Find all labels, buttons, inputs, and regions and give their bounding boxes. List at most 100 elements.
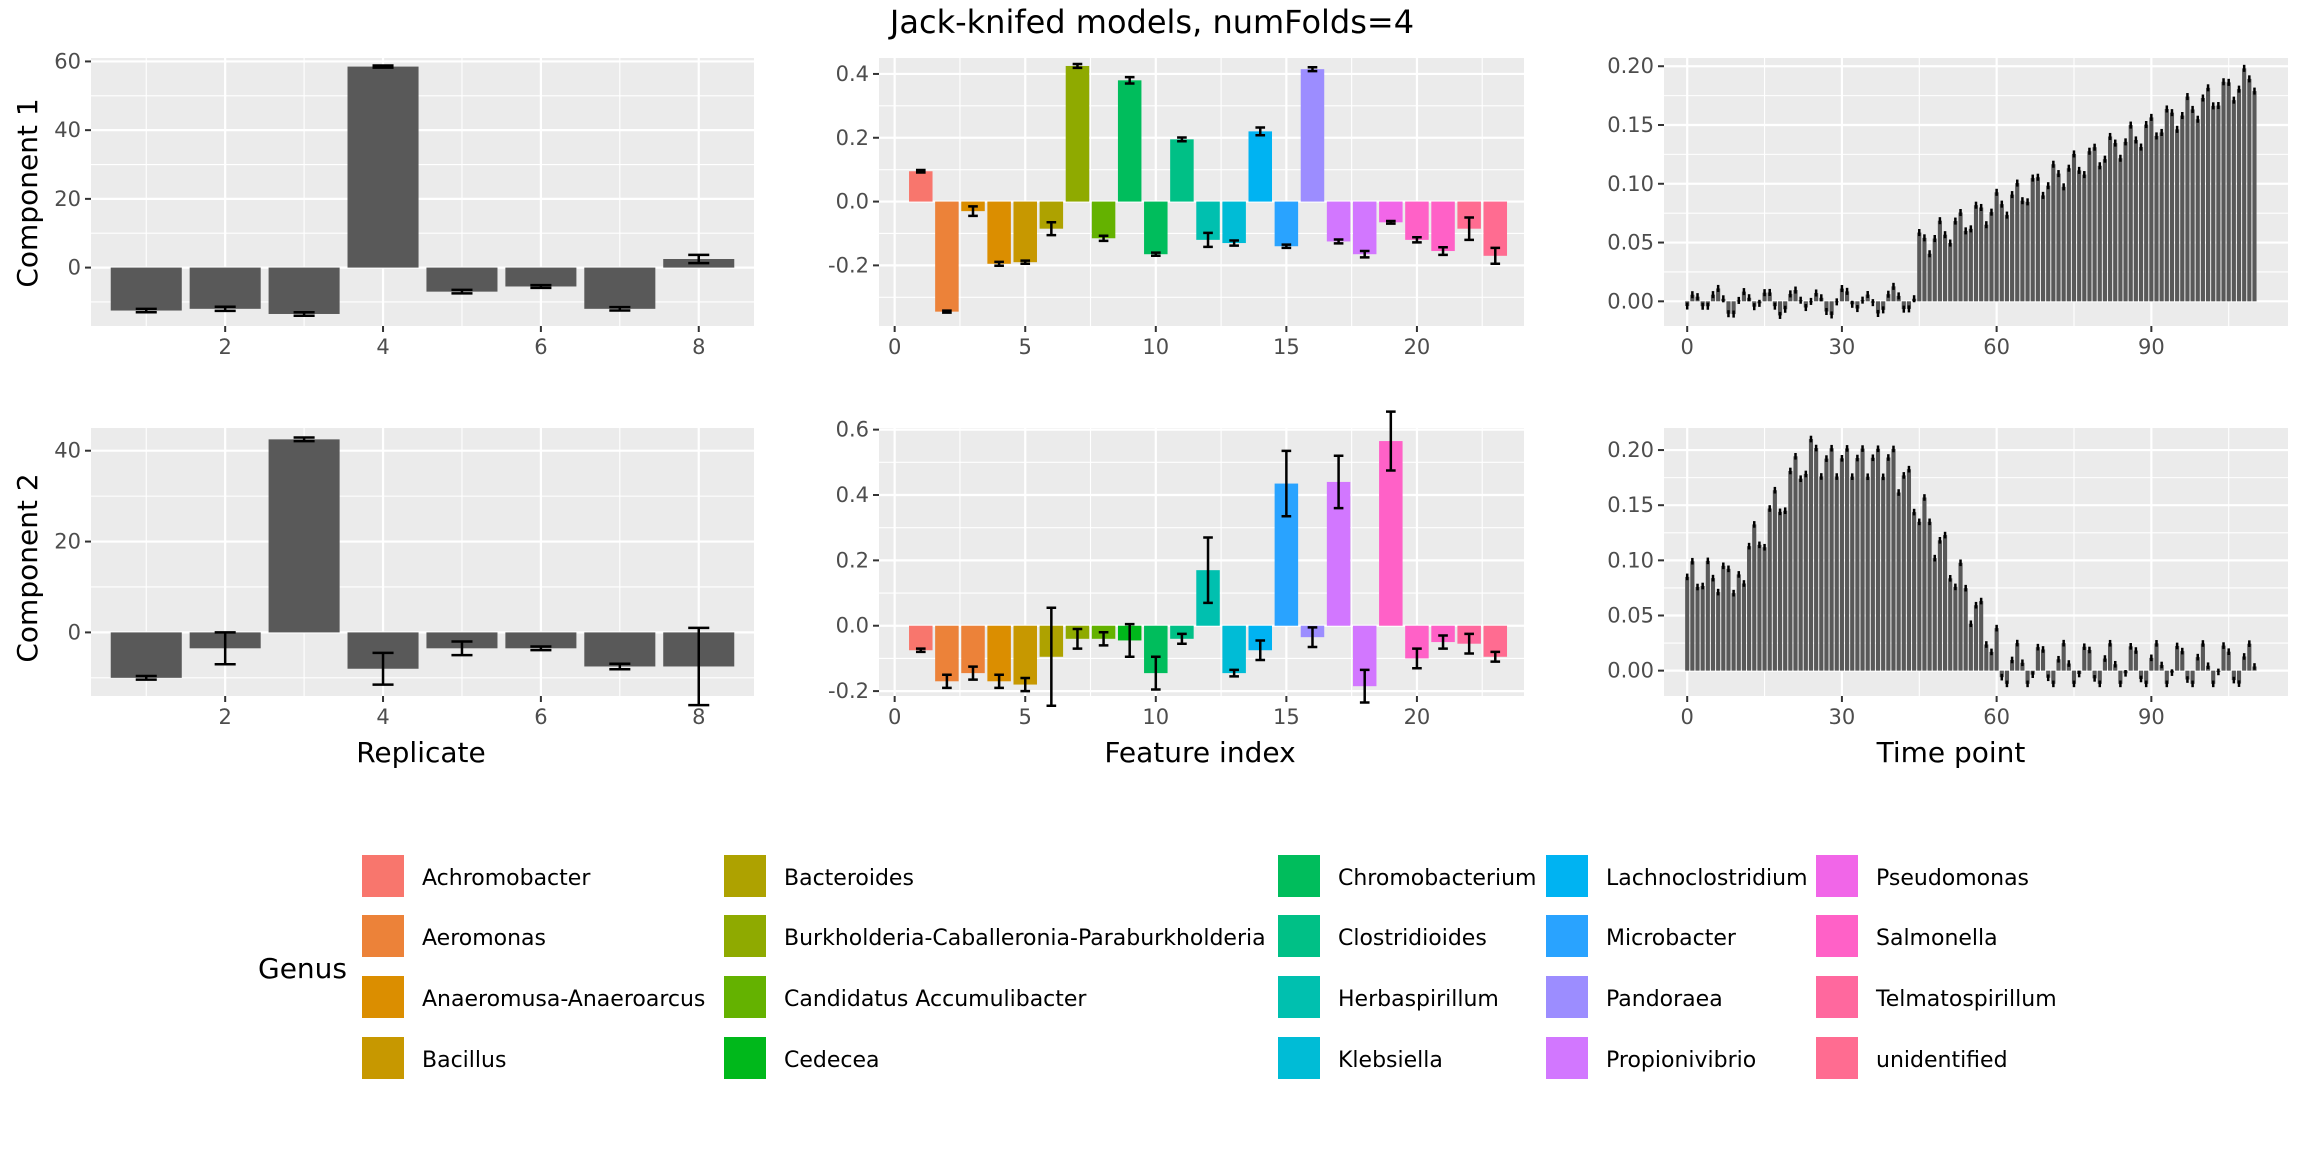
bar (1845, 448, 1850, 671)
bar (1793, 290, 1798, 302)
bar (584, 267, 656, 309)
x-tick-label: 60 (1983, 335, 2010, 359)
bar (1901, 475, 1906, 671)
legend-label: Clostridioides (1338, 926, 1487, 951)
bar (2087, 151, 2092, 302)
bar (1731, 301, 1736, 315)
legend-items: Achromobacter Aeromonas Anaeromusa-Anaeroa… (362, 855, 2057, 1079)
bar (2040, 195, 2046, 302)
panel-5: 0 5 10 15 20 -0.2 0.0 0.2 0.4 0.6 (828, 410, 1524, 729)
error-bar (915, 168, 926, 174)
bar (1850, 476, 1855, 671)
bar (2046, 185, 2051, 302)
bar (1855, 458, 1860, 671)
legend-key (362, 1037, 404, 1079)
bar (1274, 201, 1299, 247)
legend-item: Chromobacterium (1278, 855, 1536, 897)
bar (987, 201, 1011, 264)
y-title-row2: Component 2 (11, 473, 44, 662)
bar (1690, 561, 1695, 671)
legend-key (1816, 855, 1858, 897)
bar (1762, 292, 1767, 302)
bar (2004, 670, 2010, 684)
y-tick-label: 0.00 (1607, 659, 1654, 683)
bar (1865, 476, 1870, 671)
legend-item: Microbacter (1546, 915, 1737, 957)
bar (2144, 670, 2149, 684)
y-tick-label: 0.15 (1607, 113, 1654, 137)
legend-item: Aeromonas (362, 915, 546, 957)
bar (505, 267, 577, 287)
y-tick-label: 0.10 (1607, 548, 1654, 572)
bar (1326, 481, 1351, 626)
panel-6: 0 30 60 90 0.00 0.05 0.10 0.15 0.20 (1607, 428, 2288, 729)
legend-label: Cedecea (784, 1048, 880, 1073)
bar (2025, 201, 2030, 302)
x-tick-label: 2 (218, 705, 231, 729)
bar (2015, 643, 2020, 671)
legend-key (362, 915, 404, 957)
bar (2056, 173, 2061, 302)
error-bar (1490, 246, 1501, 266)
bar (2004, 215, 2010, 302)
legend-key (362, 976, 404, 1018)
bar (1942, 535, 1948, 671)
x-tick-label: 15 (1273, 335, 1300, 359)
error-bar (1307, 626, 1318, 649)
legend-item: Salmonella (1816, 915, 1998, 957)
bar (1762, 547, 1767, 671)
bar (909, 171, 933, 202)
bar (268, 439, 340, 633)
error-bar (1229, 239, 1239, 247)
bar (2149, 117, 2154, 302)
bar (1886, 457, 1891, 671)
bar (2200, 98, 2205, 302)
error-bar (968, 205, 978, 218)
legend-item: Bacillus (362, 1037, 506, 1079)
legend-label: Chromobacterium (1338, 866, 1536, 891)
bar (2221, 81, 2226, 302)
bar (2216, 105, 2221, 302)
x-tick-label: 20 (1404, 335, 1431, 359)
bar (1953, 221, 1958, 302)
error-bar (214, 305, 236, 313)
x-tick-label: 4 (376, 705, 389, 729)
legend-key (1816, 976, 1858, 1018)
legend-key (724, 855, 766, 897)
bar (1196, 201, 1220, 240)
bar (2025, 670, 2030, 684)
x-tick-label: 20 (1404, 705, 1431, 729)
legend-label: Pseudomonas (1876, 866, 2029, 891)
bar (189, 267, 261, 309)
error-bar (1307, 66, 1318, 73)
legend-item: Pandoraea (1546, 976, 1723, 1018)
panel-3: 0 30 60 90 0.00 0.05 0.10 0.15 0.20 (1607, 54, 2288, 359)
bar (2159, 132, 2164, 302)
legend-key (724, 915, 766, 957)
bar (2154, 135, 2159, 302)
bar (2231, 670, 2236, 681)
error-bar (688, 253, 710, 265)
bar (987, 625, 1011, 682)
bar (2056, 659, 2061, 671)
bar (1170, 625, 1194, 639)
legend-item: Anaeromusa-Anaeroarcus (362, 976, 705, 1018)
panel-1: 2 4 6 8 0 20 40 60 (54, 49, 754, 359)
bar (1788, 470, 1793, 671)
bar (1839, 288, 1844, 302)
bar (2082, 646, 2087, 671)
bar (1968, 623, 1973, 671)
error-bar (1438, 634, 1448, 650)
error-bar (915, 647, 926, 654)
bar (1726, 568, 1731, 671)
bar (2195, 657, 2200, 671)
legend-label: Salmonella (1876, 926, 1998, 951)
bar (2035, 647, 2040, 671)
bar (1896, 492, 1901, 671)
bar (1824, 458, 1829, 671)
bar (1886, 294, 1891, 302)
legend-item: Clostridioides (1278, 915, 1487, 957)
legend-key (1816, 1037, 1858, 1079)
error-bar (609, 662, 631, 671)
